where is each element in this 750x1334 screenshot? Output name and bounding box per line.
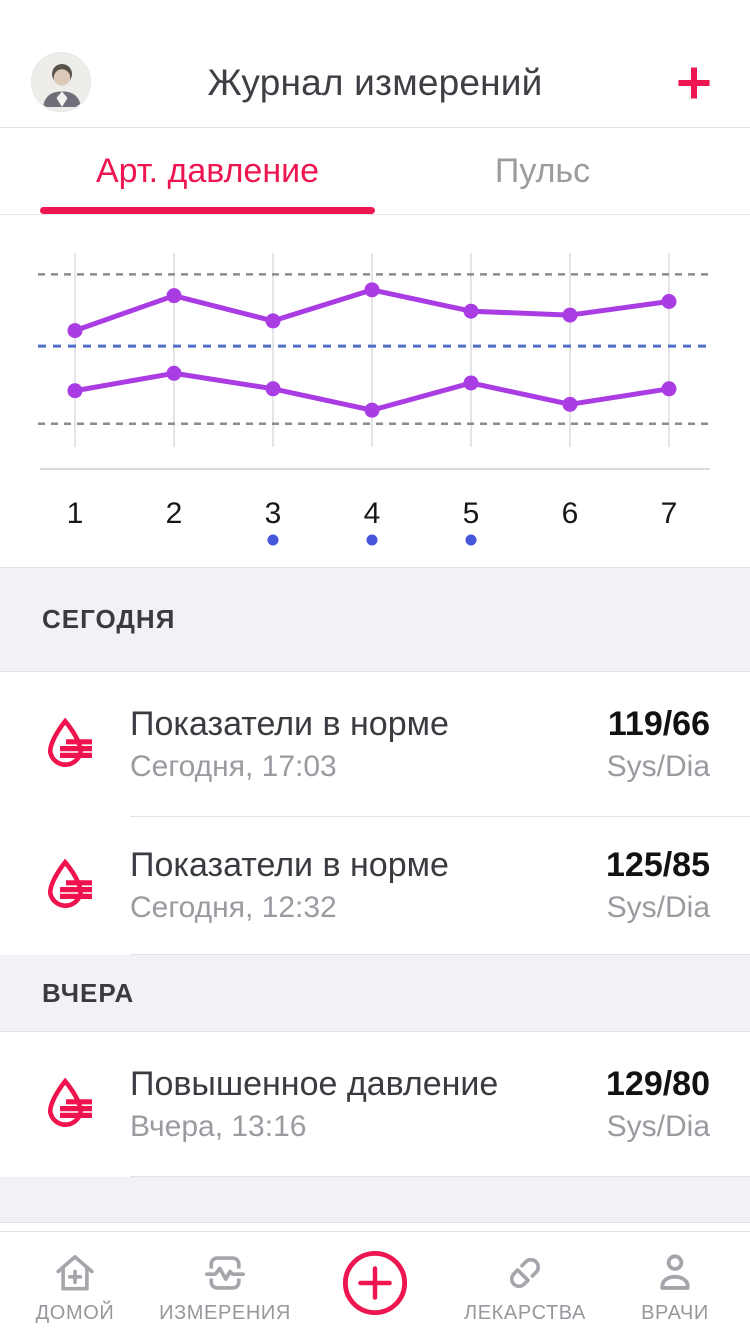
nav-item-medicines[interactable]: ЛЕКАРСТВА bbox=[450, 1232, 600, 1333]
day-label[interactable]: 1 bbox=[67, 497, 84, 530]
day-label[interactable]: 4 bbox=[364, 497, 381, 530]
diastolic-point bbox=[166, 365, 182, 381]
row-title: Повышенное давление bbox=[130, 1064, 499, 1103]
nav-item-home[interactable]: ДОМОЙ bbox=[0, 1232, 150, 1333]
diastolic-point bbox=[67, 383, 83, 399]
nav-label: ЛЕКАРСТВА bbox=[464, 1302, 586, 1324]
row-value: 119/66 bbox=[607, 704, 710, 743]
list-section: ВЧЕРА Повышенное давление Вчера, 13:16 1… bbox=[0, 955, 750, 1177]
row-title: Показатели в норме bbox=[130, 846, 449, 884]
selected-day-dot bbox=[267, 534, 279, 546]
row-timestamp: Сегодня, 12:32 bbox=[130, 891, 337, 924]
nav-label: ВРАЧИ bbox=[641, 1302, 709, 1324]
diastolic-point bbox=[463, 375, 479, 391]
diastolic-point bbox=[562, 396, 578, 412]
add-button[interactable] bbox=[674, 63, 714, 103]
selected-day-dot bbox=[366, 534, 378, 546]
systolic-point bbox=[67, 323, 83, 339]
measurement-list: СЕГОДНЯ Показатели в норме Сегодня, 17:0… bbox=[0, 567, 750, 1177]
systolic-point bbox=[364, 282, 380, 298]
home-icon bbox=[56, 1255, 94, 1291]
measurement-row[interactable]: Показатели в норме Сегодня, 12:32 125/85… bbox=[0, 817, 750, 955]
row-unit: Sys/Dia bbox=[606, 891, 710, 924]
section-header-label: СЕГОДНЯ bbox=[42, 604, 176, 634]
systolic-point bbox=[562, 307, 578, 323]
systolic-point bbox=[661, 294, 677, 309]
doctor-icon bbox=[660, 1254, 690, 1290]
row-title: Показатели в норме bbox=[130, 704, 449, 743]
row-timestamp: Вчера, 13:16 bbox=[130, 1109, 307, 1143]
spacer bbox=[0, 1223, 750, 1231]
day-label[interactable]: 2 bbox=[166, 497, 183, 530]
section-header: СЕГОДНЯ bbox=[0, 567, 750, 672]
header: Журнал измерений bbox=[0, 0, 750, 128]
systolic-point bbox=[265, 313, 281, 329]
pill-icon bbox=[509, 1257, 541, 1289]
selected-day-dot bbox=[465, 534, 477, 546]
day-label[interactable]: 6 bbox=[562, 497, 579, 530]
list-section: СЕГОДНЯ Показатели в норме Сегодня, 17:0… bbox=[0, 567, 750, 955]
add-measurement-button[interactable] bbox=[300, 1232, 450, 1333]
section-header: ВЧЕРА bbox=[0, 955, 750, 1032]
section-header-label: ВЧЕРА bbox=[42, 977, 135, 1008]
systolic-point bbox=[463, 303, 479, 319]
plus-icon bbox=[678, 67, 710, 99]
add-circle-icon bbox=[342, 1250, 408, 1316]
row-value: 129/80 bbox=[606, 1064, 710, 1103]
blood-pressure-chart[interactable]: 1 2 3 4 5 6 7 bbox=[0, 215, 750, 567]
day-label[interactable]: 7 bbox=[661, 497, 678, 530]
measurement-row[interactable]: Повышенное давление Вчера, 13:16 129/80 … bbox=[0, 1032, 750, 1177]
nav-label: ИЗМЕРЕНИЯ bbox=[159, 1302, 291, 1324]
profile-avatar[interactable] bbox=[31, 52, 91, 112]
row-unit: Sys/Dia bbox=[606, 1109, 710, 1143]
measurement-row[interactable]: Показатели в норме Сегодня, 17:03 119/66… bbox=[0, 672, 750, 817]
nav-label: ДОМОЙ bbox=[35, 1302, 115, 1324]
avatar-image bbox=[32, 53, 90, 111]
tab-pulse[interactable]: Пульс bbox=[494, 151, 591, 190]
row-value: 125/85 bbox=[606, 846, 710, 884]
diastolic-point bbox=[661, 381, 677, 397]
next-section-band bbox=[0, 1177, 750, 1223]
row-unit: Sys/Dia bbox=[606, 749, 710, 783]
bottom-nav: ДОМОЙ ИЗМЕРЕНИЯ ЛЕКАРСТВ bbox=[0, 1231, 750, 1333]
diastolic-point bbox=[265, 381, 281, 397]
diastolic-point bbox=[364, 402, 380, 418]
nav-item-measurements[interactable]: ИЗМЕРЕНИЯ bbox=[150, 1232, 300, 1333]
tab-blood-pressure[interactable]: Арт. давление bbox=[40, 128, 375, 214]
blood-pressure-drop-icon bbox=[44, 716, 96, 774]
page-title: Журнал измерений bbox=[207, 62, 543, 103]
nav-item-doctors[interactable]: ВРАЧИ bbox=[600, 1232, 750, 1333]
row-timestamp: Сегодня, 17:03 bbox=[130, 749, 337, 783]
day-label[interactable]: 3 bbox=[265, 497, 282, 530]
blood-pressure-drop-icon bbox=[44, 857, 96, 915]
measurements-icon bbox=[204, 1256, 246, 1290]
tab-bar: Арт. давление Пульс bbox=[0, 128, 750, 215]
systolic-point bbox=[166, 288, 182, 304]
day-label[interactable]: 5 bbox=[463, 497, 480, 530]
blood-pressure-drop-icon bbox=[44, 1076, 96, 1134]
